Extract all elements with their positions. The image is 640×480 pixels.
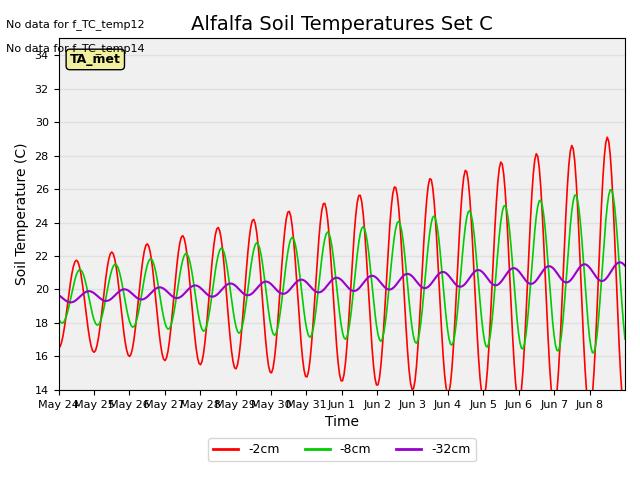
-32cm <box>67 300 74 305</box>
X-axis label: Time: Time <box>324 415 359 429</box>
-32cm <box>544 264 552 269</box>
-2cm <box>458 188 466 193</box>
-32cm <box>93 293 101 299</box>
-2cm <box>543 304 550 310</box>
Legend: -2cm, -8cm, -32cm: -2cm, -8cm, -32cm <box>208 438 476 461</box>
-2cm <box>74 259 81 264</box>
-2cm <box>346 299 354 304</box>
-8cm <box>458 253 466 259</box>
-8cm <box>606 187 614 192</box>
Line: -8cm: -8cm <box>58 190 625 353</box>
Line: -2cm: -2cm <box>58 137 625 415</box>
-32cm <box>460 282 468 288</box>
-8cm <box>346 319 354 325</box>
Title: Alfalfa Soil Temperatures Set C: Alfalfa Soil Temperatures Set C <box>191 15 493 34</box>
-2cm <box>621 412 629 418</box>
-8cm <box>589 350 596 356</box>
Text: No data for f_TC_temp14: No data for f_TC_temp14 <box>6 43 145 54</box>
-32cm <box>348 288 355 293</box>
-2cm <box>92 348 99 353</box>
-8cm <box>92 321 99 326</box>
-8cm <box>620 321 627 327</box>
-32cm <box>54 292 62 298</box>
-8cm <box>543 242 550 248</box>
-8cm <box>54 315 62 321</box>
-2cm <box>604 134 611 140</box>
Line: -32cm: -32cm <box>58 263 625 302</box>
Text: No data for f_TC_temp12: No data for f_TC_temp12 <box>6 19 145 30</box>
-32cm <box>620 261 627 267</box>
Y-axis label: Soil Temperature (C): Soil Temperature (C) <box>15 143 29 286</box>
Text: TA_met: TA_met <box>70 53 121 66</box>
-32cm <box>617 260 625 265</box>
-8cm <box>621 336 629 342</box>
-32cm <box>621 263 629 269</box>
-2cm <box>54 345 62 351</box>
-2cm <box>618 393 626 399</box>
-8cm <box>74 269 81 275</box>
-32cm <box>76 295 83 300</box>
